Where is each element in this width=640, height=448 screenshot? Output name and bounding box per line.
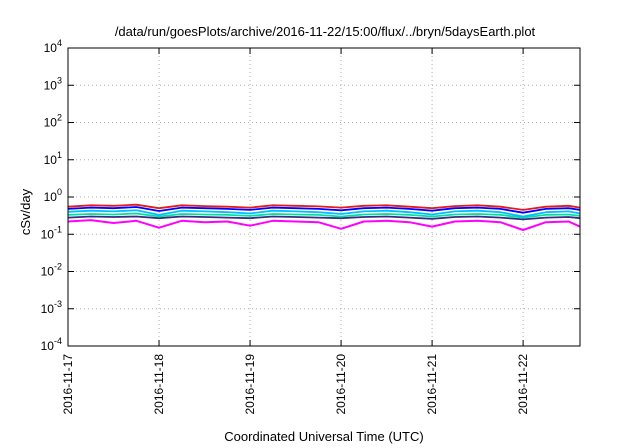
series-line-5 <box>67 215 581 221</box>
y-axis-ticks: 10-4 10-3 10-2 10-1 100 101 102 103 104 <box>41 38 580 353</box>
chart-title: /data/run/goesPlots/archive/2016-11-22/1… <box>115 24 536 39</box>
y-tick-label: 10-3 <box>41 299 62 316</box>
series-line-1 <box>67 203 581 211</box>
series-layer <box>67 203 581 231</box>
y-tick-label: 100 <box>44 187 62 204</box>
series-line-6 <box>67 219 581 231</box>
y-tick-label: 10-4 <box>41 336 62 353</box>
y-tick-label: 104 <box>44 38 62 55</box>
x-tick-label: 2016-11-22 <box>516 354 530 415</box>
grid <box>68 48 580 346</box>
y-tick-label: 102 <box>44 113 62 130</box>
x-tick-label: 2016-11-19 <box>243 354 257 415</box>
y-tick-label: 101 <box>44 150 62 167</box>
x-axis-ticks: 2016-11-17 2016-11-18 2016-11-19 2016-11-20… <box>61 48 530 415</box>
y-tick-label: 10-2 <box>41 262 62 279</box>
x-tick-label: 2016-11-18 <box>152 354 166 415</box>
x-tick-label: 2016-11-17 <box>61 354 75 415</box>
x-tick-label: 2016-11-21 <box>425 354 439 415</box>
series-line-2 <box>67 206 581 214</box>
x-axis-label: Coordinated Universal Time (UTC) <box>224 429 423 444</box>
x-tick-label: 2016-11-20 <box>334 354 348 415</box>
series-line-4 <box>67 212 581 219</box>
y-tick-label: 103 <box>44 75 62 92</box>
series-line-3 <box>67 209 581 218</box>
y-tick-label: 10-1 <box>41 224 62 241</box>
y-axis-label: cSv/day <box>18 188 33 235</box>
